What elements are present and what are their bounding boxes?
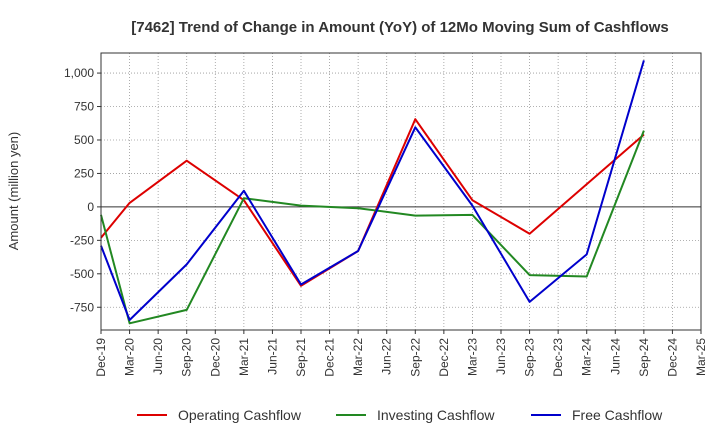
chart-title: [7462] Trend of Change in Amount (YoY) o…: [131, 19, 669, 36]
x-tick-label: Mar-23: [465, 338, 479, 376]
x-tick-labels: Dec-19 Mar-20 Jun-20 Sep-20 Dec-20 Mar-21 Jun-…: [94, 330, 708, 377]
grid: [100, 53, 702, 330]
series-line-investing-cashflow: [100, 130, 645, 325]
x-tick-label: Mar-25: [694, 338, 708, 376]
x-tick-label: Dec-19: [94, 338, 108, 377]
x-tick-label: Dec-23: [551, 338, 565, 377]
y-tick-label: -750: [70, 300, 94, 314]
y-tick-label: 500: [74, 133, 94, 147]
y-tick-label: 250: [74, 166, 94, 180]
x-tick-label: Sep-21: [294, 338, 308, 377]
x-tick-label: Sep-20: [180, 338, 194, 377]
x-tick-label: Jun-23: [494, 338, 508, 375]
x-tick-label: Dec-20: [208, 338, 222, 377]
legend-label: Investing Cashflow: [377, 407, 495, 423]
x-tick-label: Jun-20: [151, 338, 165, 375]
series-line-free-cashflow: [100, 60, 645, 321]
y-tick-label: 0: [87, 200, 94, 214]
y-tick-label: -250: [70, 233, 94, 247]
x-tick-label: Mar-20: [123, 338, 137, 376]
y-axis-label: Amount (million yen): [6, 132, 21, 251]
x-tick-label: Mar-22: [351, 338, 365, 376]
x-tick-label: Dec-22: [437, 338, 451, 377]
x-tick-label: Jun-22: [380, 338, 394, 375]
x-tick-label: Jun-24: [608, 338, 622, 375]
x-tick-label: Dec-21: [323, 338, 337, 377]
x-tick-label: Sep-23: [523, 338, 537, 377]
x-tick-label: Dec-24: [665, 338, 679, 377]
y-tick-label: -500: [70, 267, 94, 281]
x-tick-label: Mar-21: [237, 338, 251, 376]
legend-label: Operating Cashflow: [178, 407, 302, 423]
legend: Operating Cashflow Investing Cashflow Free…: [137, 407, 663, 423]
x-tick-label: Sep-24: [637, 338, 651, 377]
x-tick-label: Sep-22: [408, 338, 422, 377]
series-line-operating-cashflow: [100, 118, 645, 287]
x-tick-label: Jun-21: [265, 338, 279, 375]
series-lines: [100, 60, 645, 325]
x-tick-label: Mar-24: [580, 338, 594, 376]
y-tick-labels: -750 -500 -250 0 250 500 750 1,000: [64, 66, 101, 314]
plot-frame: [100, 52, 702, 331]
y-tick-label: 1,000: [64, 66, 94, 80]
y-tick-label: 750: [74, 100, 94, 114]
legend-label: Free Cashflow: [572, 407, 663, 423]
